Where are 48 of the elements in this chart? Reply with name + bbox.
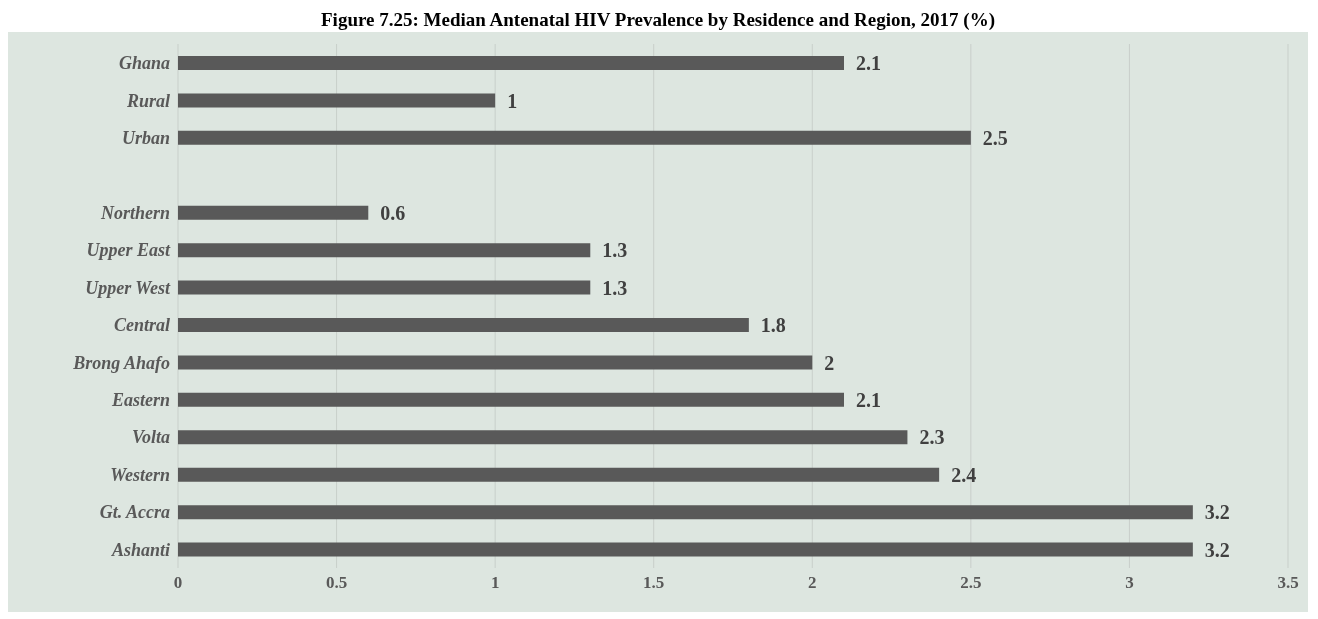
- data-label: 2.5: [982, 126, 1008, 149]
- y-tick-label: Ghana: [118, 53, 170, 74]
- bar: [178, 318, 749, 332]
- x-tick-label: 0: [173, 573, 183, 593]
- x-tick-label: 1.5: [643, 573, 665, 593]
- data-label: 2: [824, 351, 835, 374]
- bar: [178, 56, 844, 70]
- bar: [178, 467, 940, 482]
- y-tick-label: Northern: [99, 202, 170, 223]
- bar: [178, 243, 591, 258]
- data-label: 3.2: [1204, 538, 1230, 561]
- y-tick-label: Ashanti: [110, 539, 170, 560]
- y-tick-label: Eastern: [110, 389, 170, 410]
- data-label: 1: [507, 89, 518, 112]
- bar: [178, 280, 591, 295]
- data-label: 0.6: [380, 201, 406, 224]
- y-tick-label: Upper East: [86, 240, 171, 261]
- data-label: 2.4: [951, 463, 977, 486]
- bar: [178, 392, 844, 407]
- x-tick-label: 3: [1125, 573, 1134, 593]
- y-tick-label: Urban: [121, 127, 170, 148]
- bar: [178, 130, 971, 145]
- bar: [178, 430, 908, 445]
- y-tick-label: Volta: [131, 427, 170, 448]
- data-label: 2.1: [856, 388, 881, 411]
- x-tick-label: 0.5: [325, 573, 348, 593]
- bar: [178, 542, 1193, 557]
- data-label: 3.2: [1204, 501, 1230, 524]
- data-label: 1.8: [760, 314, 786, 337]
- bar: [178, 93, 496, 108]
- y-tick-label: Rural: [125, 90, 170, 111]
- data-label: 1.3: [602, 276, 628, 299]
- x-tick-label: 2: [808, 573, 817, 593]
- data-label: 2.3: [919, 426, 945, 449]
- y-tick-label: Western: [110, 464, 170, 485]
- x-tick-label: 2.5: [960, 573, 982, 593]
- bar: [178, 505, 1193, 520]
- bar: [178, 355, 813, 370]
- y-tick-label: Gt. Accra: [99, 502, 170, 523]
- y-tick-label: Brong Ahafo: [72, 352, 170, 373]
- chart-title: Figure 7.25: Median Antenatal HIV Prevalence by Residence and Region, 2017 (%): [320, 8, 996, 32]
- x-tick-label: 3.5: [1277, 573, 1299, 593]
- data-label: 1.3: [602, 239, 628, 262]
- bar: [178, 205, 369, 220]
- y-tick-label: Upper West: [85, 277, 171, 298]
- x-tick-label: 1: [490, 573, 500, 593]
- data-label: 2.1: [856, 52, 881, 75]
- y-tick-label: Central: [113, 315, 170, 336]
